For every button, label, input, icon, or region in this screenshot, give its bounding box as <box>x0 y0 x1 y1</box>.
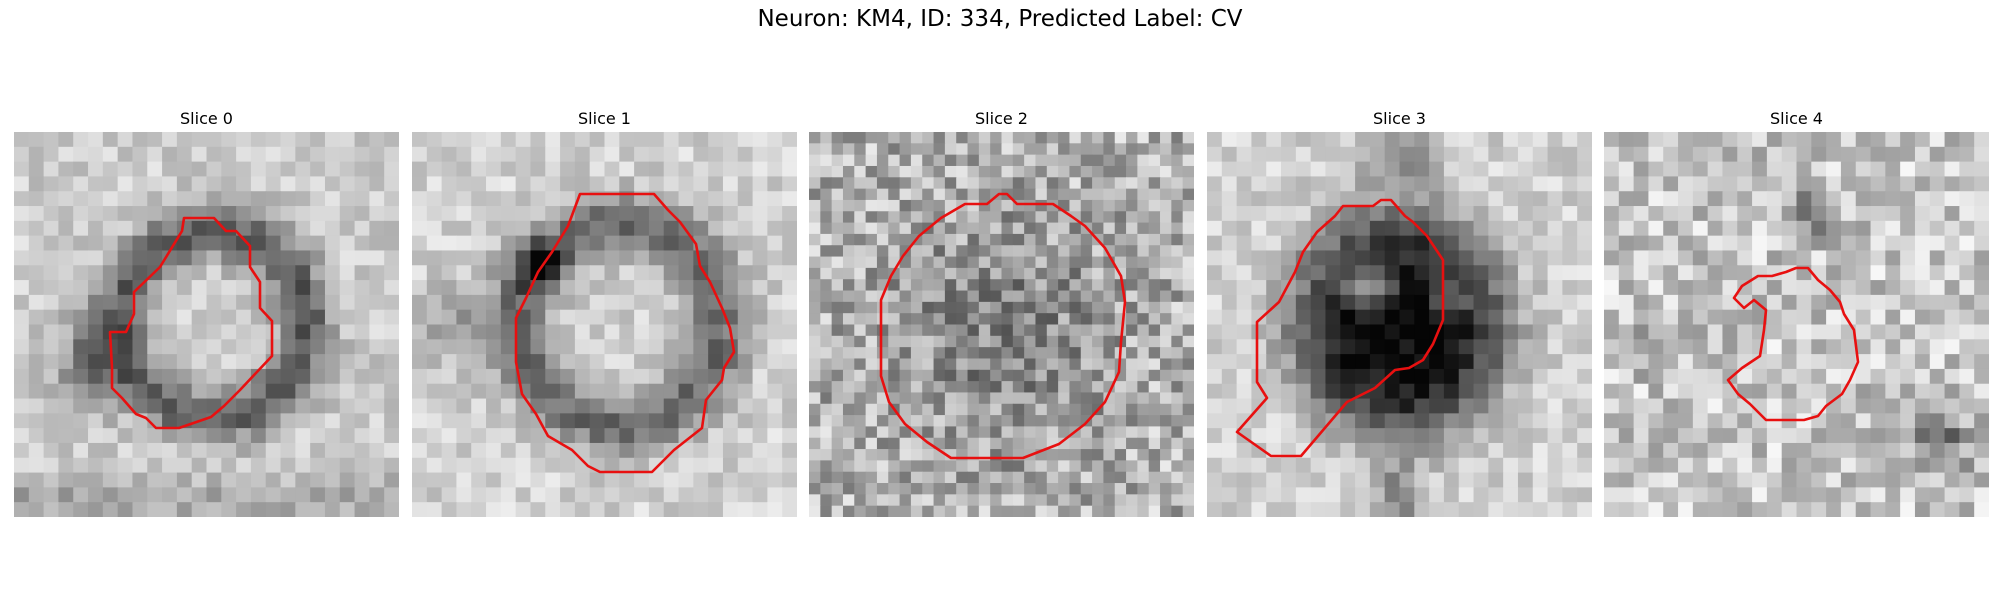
slice-image <box>14 132 399 517</box>
figure-title: Neuron: KM4, ID: 334, Predicted Label: C… <box>757 6 1243 32</box>
slice-title: Slice 0 <box>180 109 233 128</box>
slice-image <box>412 132 797 517</box>
segmentation-outline <box>1726 266 1860 422</box>
microscopy-image <box>14 132 399 517</box>
slice-title: Slice 2 <box>975 109 1028 128</box>
slice-panel-0: Slice 0 <box>14 108 399 517</box>
slice-image <box>1604 132 1989 517</box>
microscopy-image <box>1207 132 1592 517</box>
segmentation-outline <box>514 192 736 474</box>
slice-title: Slice 4 <box>1770 109 1823 128</box>
slice-panel-1: Slice 1 <box>412 108 797 517</box>
slice-image <box>1207 132 1592 517</box>
slice-panel-4: Slice 4 <box>1604 108 1989 517</box>
slice-panel-3: Slice 3 <box>1207 108 1592 517</box>
slice-title: Slice 1 <box>578 109 631 128</box>
slice-title: Slice 3 <box>1373 109 1426 128</box>
microscopy-image <box>809 132 1194 517</box>
microscopy-image <box>412 132 797 517</box>
segmentation-outline <box>879 192 1127 460</box>
segmentation-outline <box>108 216 274 430</box>
microscopy-image <box>1604 132 1989 517</box>
slice-panel-2: Slice 2 <box>809 108 1194 517</box>
segmentation-outline <box>1235 198 1445 458</box>
slice-image <box>809 132 1194 517</box>
